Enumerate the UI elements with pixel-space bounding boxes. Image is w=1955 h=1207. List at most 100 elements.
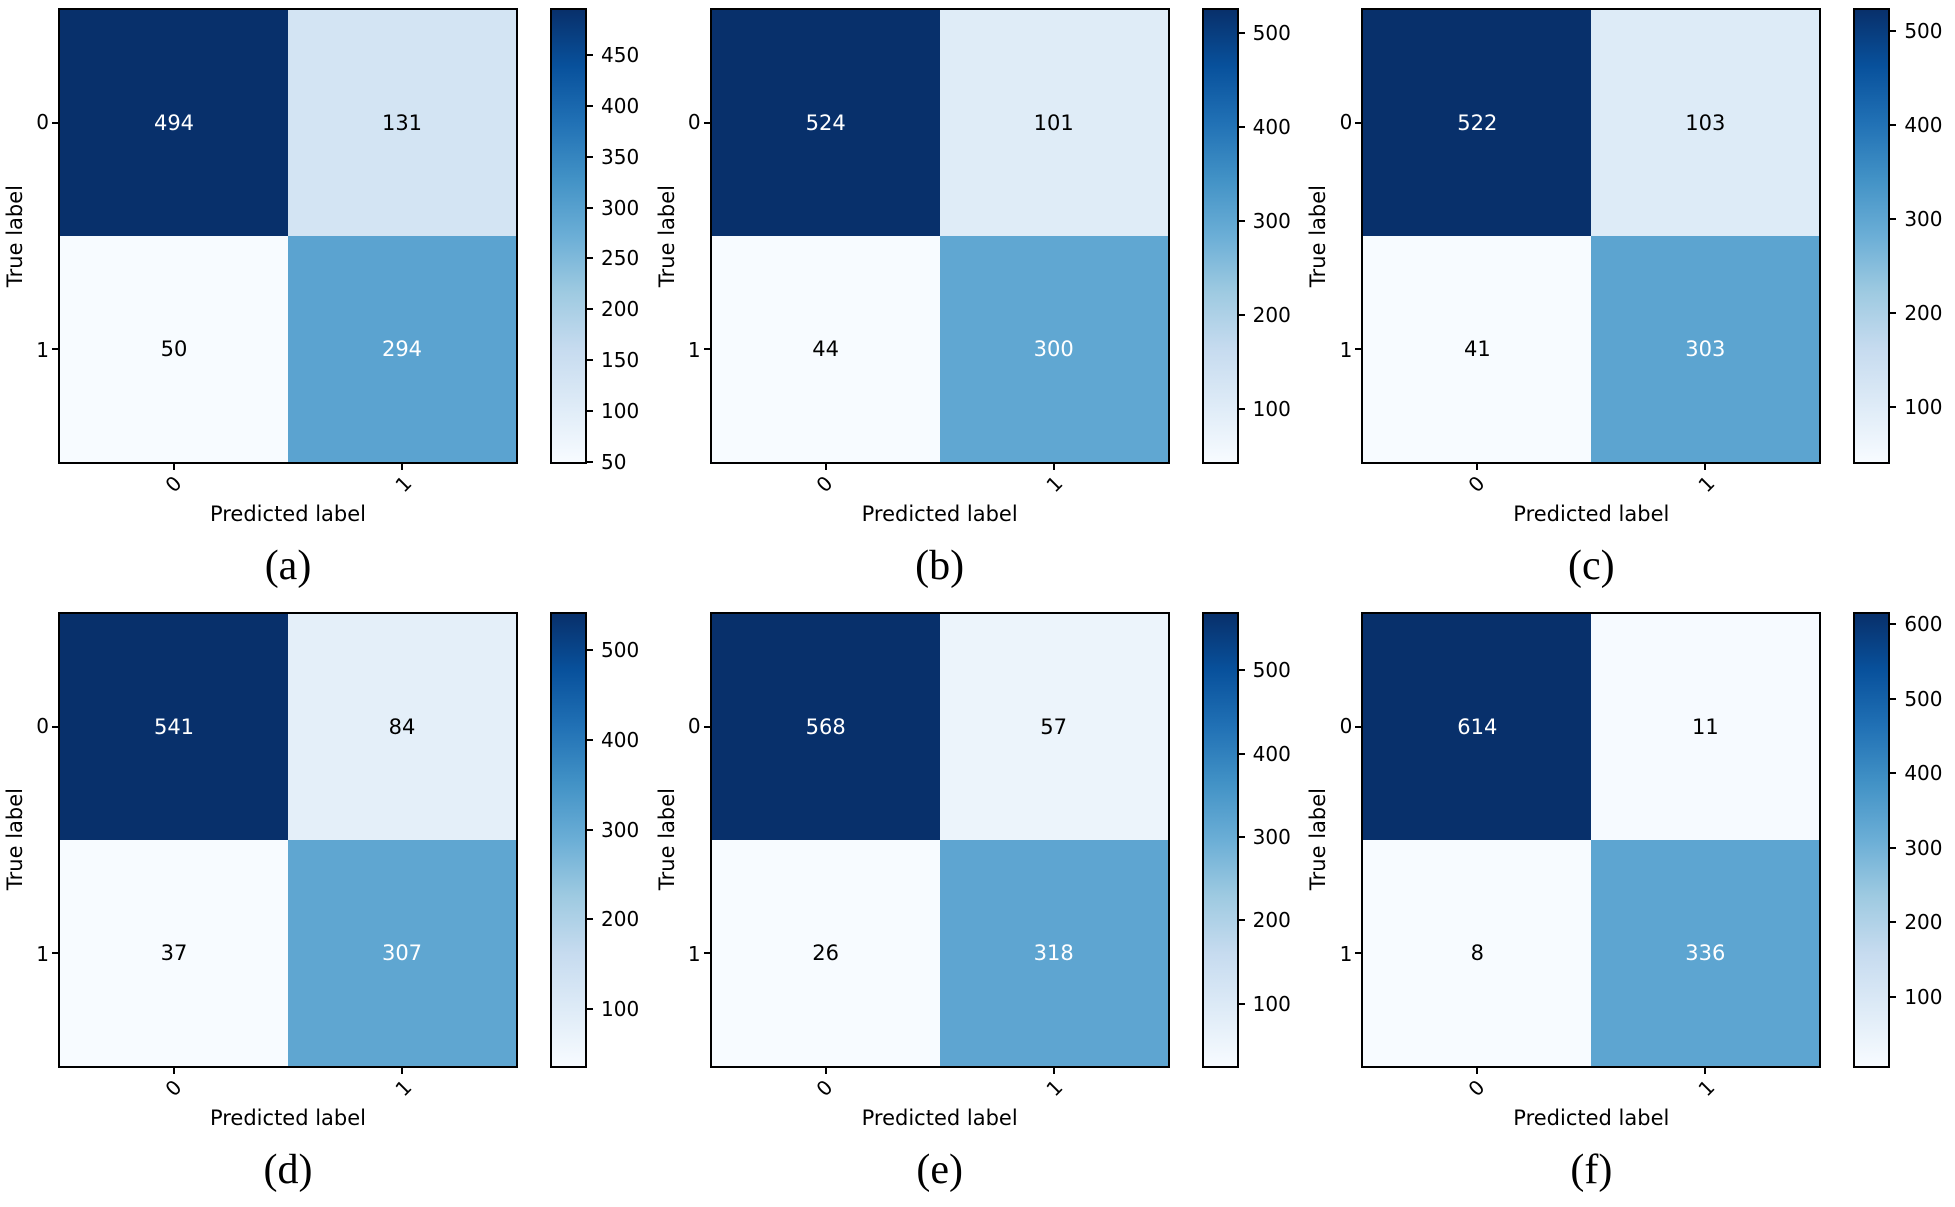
- colorbar-tick: 500: [1238, 660, 1291, 680]
- x-axis-label: Predicted label: [861, 502, 1018, 526]
- subplot-caption: (e): [916, 1146, 963, 1193]
- x-axis-tick-mark: [401, 1067, 403, 1074]
- colorbar-tick-mark: [587, 918, 593, 921]
- x-axis-tick-mark: [1476, 464, 1479, 470]
- plot-main: 522 103 41 303 0 1 Predicted label (c): [1355, 8, 1822, 590]
- x-axis-tick-mark: [401, 464, 403, 470]
- colorbar-tick-mark: [1890, 921, 1897, 924]
- colorbar-tick-label: 100: [1252, 397, 1291, 422]
- colorbar-tick: 100: [1238, 397, 1291, 422]
- colorbar-tick-mark: [587, 308, 593, 311]
- colorbar-tick-mark: [587, 410, 593, 413]
- matrix-cell-r0c0: 524: [711, 10, 940, 236]
- y-axis-ticks: 0 1: [30, 8, 58, 464]
- y-axis-ticks: 0 1: [682, 8, 710, 464]
- colorbar-tick-mark: [1890, 697, 1897, 700]
- colorbar-tick: 300: [587, 198, 639, 218]
- colorbar-gradient: [1201, 8, 1239, 464]
- plot-main: 568 57 26 318 0 1 Predicted label (e): [703, 611, 1170, 1194]
- y-axis-tick-mark: [1355, 951, 1362, 954]
- y-axis-label: True label: [654, 788, 679, 891]
- colorbar-tick: 300: [1238, 211, 1291, 231]
- colorbar-tick: 150: [587, 350, 639, 370]
- x-axis-label: Predicted label: [1513, 502, 1670, 526]
- colorbar-tick-mark: [1890, 405, 1897, 408]
- y-tick-label-1: 1: [1339, 941, 1353, 966]
- y-axis-tick-mark: [1355, 348, 1362, 350]
- y-tick-label-1: 1: [36, 941, 49, 966]
- x-tick-label-1: 1: [1041, 471, 1068, 497]
- colorbar-tick: 100: [587, 401, 639, 421]
- matrix-cell-r0c0: 522: [1363, 10, 1592, 236]
- x-axis-label: Predicted label: [1513, 1105, 1670, 1130]
- colorbar-gradient: [550, 8, 587, 464]
- y-axis-label: True label: [654, 184, 679, 288]
- x-axis-tick-mark: [173, 464, 175, 470]
- colorbar-tick-mark: [1890, 772, 1897, 775]
- colorbar-tick-label: 100: [1252, 991, 1291, 1016]
- colorbar-tick: 50: [587, 452, 626, 472]
- y-axis-tick-mark: [1355, 122, 1362, 124]
- matrix-cell-r1c1: 318: [939, 839, 1168, 1066]
- y-axis-ticks: 0 1: [30, 612, 58, 1068]
- colorbar-tick-mark: [1238, 125, 1245, 128]
- colorbar-tick-label: 150: [601, 348, 640, 373]
- y-axis-tick-mark: [52, 951, 58, 954]
- colorbar-tick: 100: [1890, 987, 1943, 1007]
- confusion-matrix-heatmap: 524 101 44 300: [703, 8, 1170, 470]
- confusion-matrix-heatmap: 541 84 37 307: [52, 611, 518, 1074]
- y-axis-label-container: True label: [0, 612, 30, 1068]
- plot-main: 614 11 8 336 0 1 Predicted label (f): [1355, 611, 1822, 1194]
- colorbar-tick: 400: [1890, 763, 1943, 783]
- x-axis-label: Predicted label: [209, 1105, 367, 1130]
- colorbar-tick-label: 250: [601, 246, 640, 271]
- x-axis-tick-mark: [824, 1067, 827, 1074]
- x-tick-label-1: 1: [390, 471, 416, 497]
- colorbar-tick-label: 500: [1904, 18, 1943, 43]
- colorbar-tick-mark: [1890, 217, 1897, 220]
- x-tick-1: 1: [288, 1068, 518, 1104]
- y-axis-label: True label: [3, 788, 27, 891]
- colorbar-gradient: [1201, 611, 1239, 1068]
- matrix-cell-r1c1: 303: [1591, 236, 1820, 462]
- x-tick-label-0: 0: [1463, 471, 1490, 497]
- subplot-caption: (b): [915, 543, 965, 589]
- y-tick-label-0: 0: [687, 713, 701, 738]
- colorbar-tick-label: 300: [1904, 206, 1943, 231]
- subplot-b: True label 0 1 524 101 44 300 0: [652, 0, 1304, 604]
- subplot-caption: (f): [1570, 1146, 1613, 1193]
- matrix-cell-r1c1: 307: [288, 839, 516, 1066]
- colorbar-tick: 300: [1890, 206, 1943, 231]
- subplot-a: True label 0 1 494 131 50 294 0: [0, 0, 652, 604]
- y-tick-label-0: 0: [36, 110, 49, 134]
- y-axis-tick-mark: [52, 725, 58, 728]
- y-axis-ticks: 0 1: [1333, 8, 1361, 464]
- y-axis-label-container: True label: [0, 8, 30, 464]
- colorbar-ticks: 100 200 300 400 500: [587, 614, 657, 1066]
- matrix-cell-r0c1: 101: [939, 10, 1168, 236]
- colorbar-tick: 400: [1238, 744, 1291, 764]
- colorbar: 100 200 300 400 500: [1201, 8, 1291, 464]
- plot-main: 524 101 44 300 0 1 Predicted label (b): [703, 8, 1170, 590]
- x-tick-label-1: 1: [390, 1074, 416, 1101]
- x-tick-label-1: 1: [1693, 1074, 1720, 1101]
- colorbar-ticks: 50 100 150 200 250 300 350 400 450: [587, 10, 657, 472]
- x-tick-label-0: 0: [811, 1074, 838, 1101]
- plot-main: 541 84 37 307 0 1 Predicted label (d): [52, 611, 518, 1194]
- colorbar-tick-mark: [1890, 846, 1897, 849]
- y-axis-label: True label: [1306, 184, 1331, 288]
- colorbar-tick-mark: [587, 1008, 593, 1010]
- colorbar-tick-mark: [1238, 836, 1245, 838]
- subplot-d: True label 0 1 541 84 37 307 0: [0, 604, 652, 1207]
- y-axis-tick-mark: [703, 122, 710, 124]
- matrix-cell-r0c1: 131: [288, 10, 516, 236]
- colorbar-tick-mark: [587, 155, 593, 158]
- y-axis-tick-mark: [1355, 725, 1362, 728]
- colorbar-tick-label: 500: [1904, 686, 1943, 711]
- subplot-e: True label 0 1 568 57 26 318 0: [652, 604, 1304, 1207]
- colorbar-tick-mark: [1890, 29, 1897, 32]
- colorbar-tick: 400: [587, 730, 639, 750]
- y-axis-label: True label: [3, 184, 27, 288]
- colorbar-tick-mark: [587, 206, 593, 209]
- y-axis-tick-mark: [703, 348, 710, 350]
